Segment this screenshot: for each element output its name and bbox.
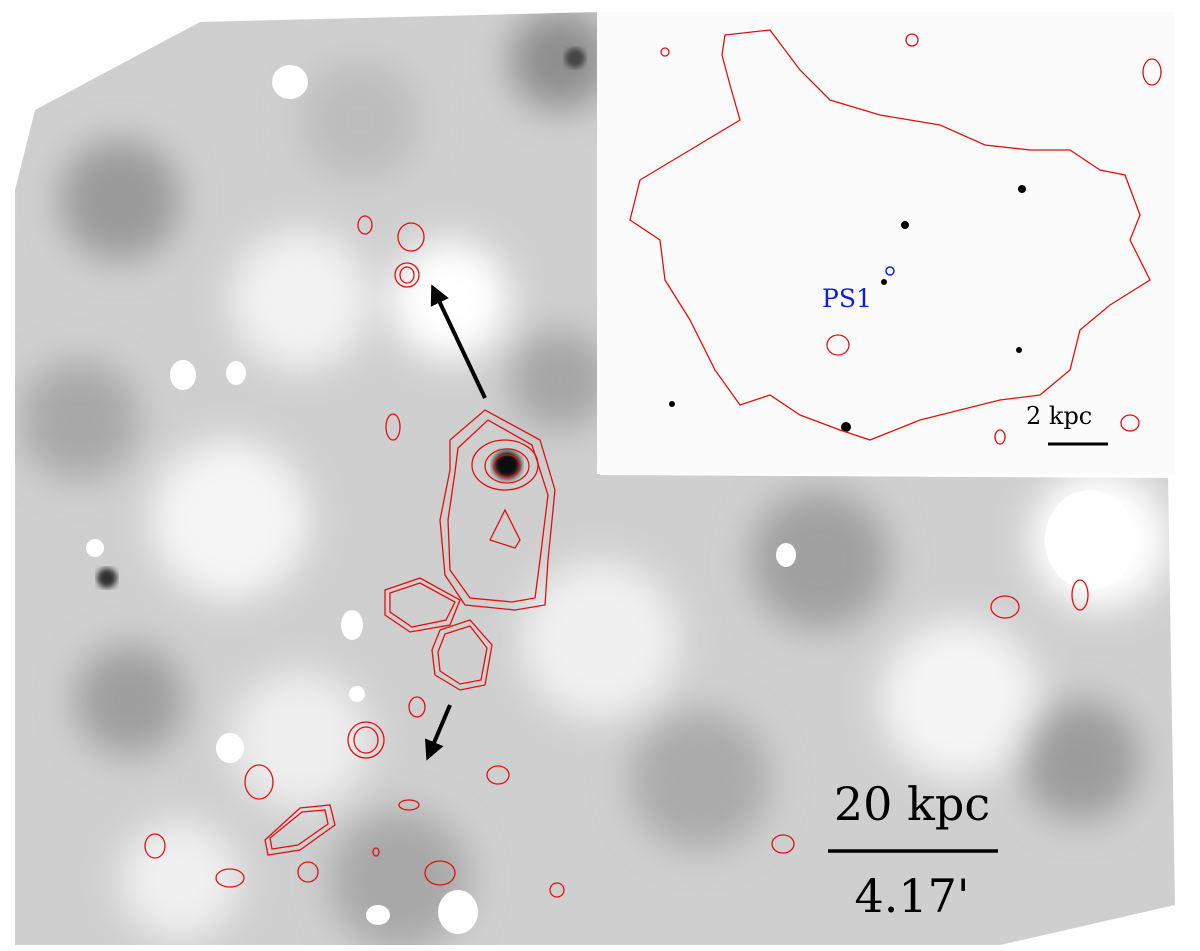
- source-label: PS1: [822, 284, 872, 313]
- scale-bar: 20 kpc 4.17': [828, 777, 998, 923]
- inset-scale-label: 2 kpc: [1026, 402, 1092, 430]
- arrows: [425, 284, 487, 761]
- scale-length: 20 kpc: [834, 777, 990, 831]
- scale-angle: 4.17': [854, 869, 969, 923]
- contours: [144, 215, 1089, 898]
- inset: PS1 2 kpc: [597, 12, 1175, 474]
